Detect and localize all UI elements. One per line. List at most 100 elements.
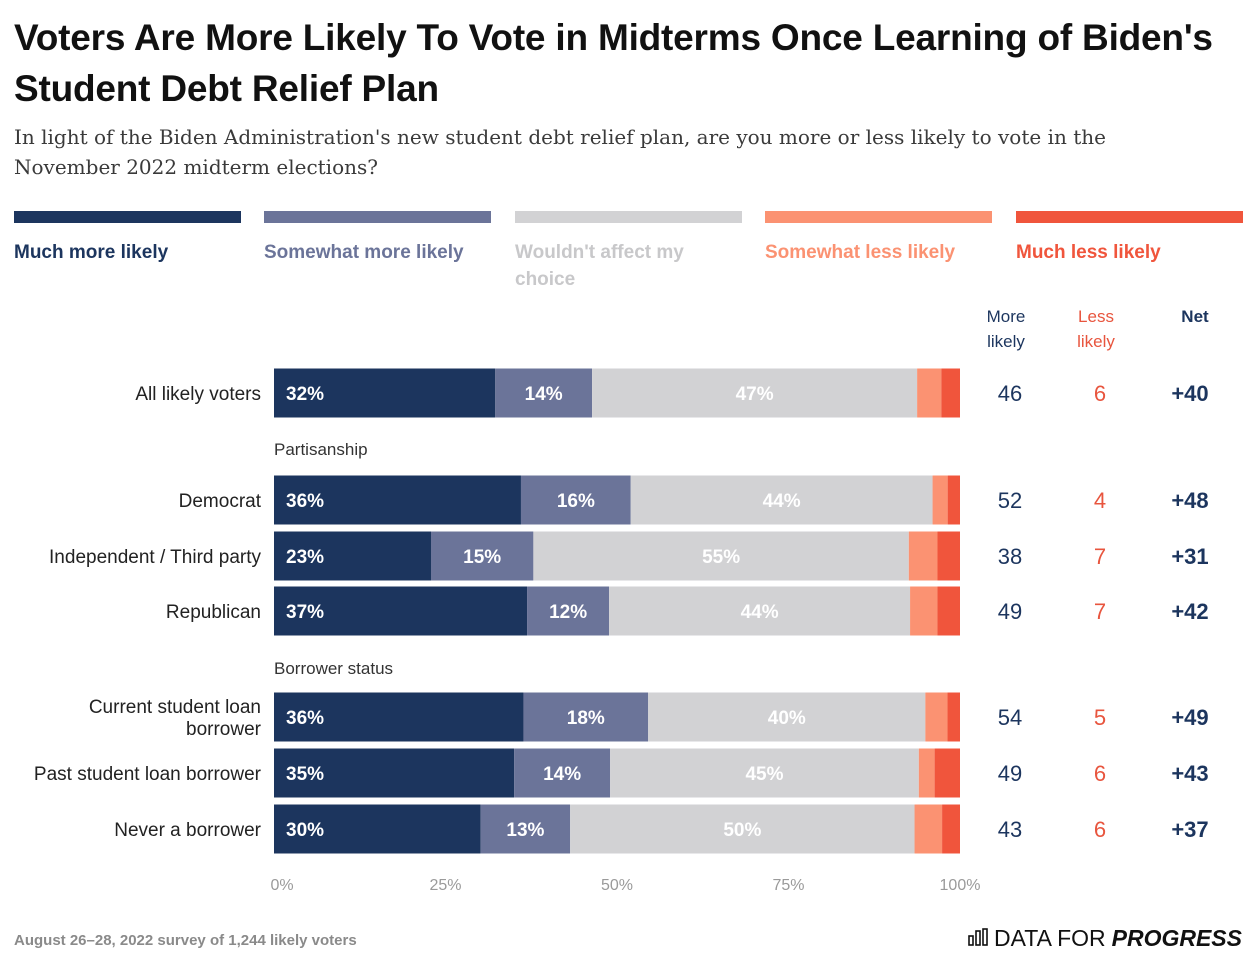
bar-segment (917, 368, 942, 418)
bar-data-label: 45% (745, 764, 783, 785)
bar-segment (947, 692, 960, 742)
bar-data-label: 18% (567, 708, 605, 729)
bar-data-label: 40% (768, 708, 806, 729)
bar-data-label: 35% (286, 764, 324, 785)
bar-data-label: 13% (506, 820, 544, 841)
less-likely-value: 6 (1094, 761, 1106, 786)
bar-data-label: 16% (557, 491, 595, 512)
bar-data-label: 47% (736, 384, 774, 405)
x-tick-label: 25% (429, 877, 461, 894)
bar-segment (274, 475, 521, 525)
legend-label: Wouldn't affect my choice (515, 242, 684, 290)
legend-item-much-less: Much less likely (1016, 211, 1243, 266)
bar-segment (937, 531, 960, 581)
brand-prefix: DATA FOR (994, 925, 1106, 951)
more-likely-value: 52 (998, 488, 1022, 513)
bar-segment (934, 748, 960, 798)
legend-item-much-more: Much more likely (14, 211, 241, 266)
bar-segment (533, 531, 909, 581)
legend-swatch (765, 211, 992, 223)
bar-data-label: 44% (741, 602, 779, 623)
less-likely-value: 7 (1094, 544, 1106, 569)
more-likely-value: 54 (998, 705, 1022, 730)
bar-data-label: 12% (549, 602, 587, 623)
bar-segment (274, 804, 481, 854)
legend-swatch (1016, 211, 1243, 223)
row-label: Never a borrower (114, 820, 261, 841)
bar-segment (932, 475, 948, 525)
group-label: Borrower status (274, 659, 393, 678)
net-value: +42 (1171, 599, 1208, 624)
survey-note: August 26–28, 2022 survey of 1,244 likel… (14, 932, 357, 949)
bar-data-label: 14% (543, 764, 581, 785)
bar-segment (630, 475, 933, 525)
bar-segment (274, 531, 431, 581)
bar-segment (274, 586, 528, 636)
bar-data-label: 36% (286, 491, 324, 512)
row-label: Independent / Third party (49, 547, 261, 568)
less-likely-value: 5 (1094, 705, 1106, 730)
bar-segment (520, 475, 631, 525)
bar-segment (947, 475, 960, 525)
bar-segment (937, 586, 960, 636)
legend-label: Much more likely (14, 242, 169, 263)
legend-item-somewhat-more: Somewhat more likely (264, 211, 491, 266)
bar-segment (495, 368, 593, 418)
brand-logo: DATA FOR PROGRESS (968, 925, 1242, 952)
legend: Much more likely Somewhat more likely Wo… (0, 211, 1254, 291)
group-label: Partisanship (274, 440, 368, 459)
bar-segment (609, 586, 911, 636)
x-tick-label: 0% (270, 877, 293, 894)
bar-data-label: 55% (702, 547, 740, 568)
header-net: Net (1181, 307, 1209, 326)
bar-segment (430, 531, 534, 581)
legend-item-neutral: Wouldn't affect my choice (515, 211, 742, 293)
header-less-likely: Less likely (1077, 307, 1115, 351)
bar-segment (918, 748, 935, 798)
row-label: Republican (166, 602, 261, 623)
bar-data-label: 23% (286, 547, 324, 568)
more-likely-value: 49 (998, 599, 1022, 624)
bar-data-label: 44% (763, 491, 801, 512)
more-likely-value: 49 (998, 761, 1022, 786)
net-value: +40 (1171, 381, 1208, 406)
less-likely-value: 6 (1094, 381, 1106, 406)
chart-subtitle: In light of the Biden Administration's n… (14, 125, 1106, 179)
bar-segment (910, 586, 938, 636)
net-value: +48 (1171, 488, 1208, 513)
bar-data-label: 30% (286, 820, 324, 841)
bar-data-label: 14% (525, 384, 563, 405)
bar-segment (570, 804, 915, 854)
bar-segment (523, 692, 649, 742)
bar-data-label: 37% (286, 602, 324, 623)
x-tick-label: 75% (772, 877, 804, 894)
bar-segment (941, 368, 960, 418)
bar-segment (925, 692, 948, 742)
chart-title: Voters Are More Likely To Vote in Midter… (14, 17, 1213, 109)
bar-segment (527, 586, 610, 636)
bar-segment (274, 748, 515, 798)
legend-swatch (14, 211, 241, 223)
brand-bold: PROGRESS (1111, 925, 1242, 951)
bar-data-label: 32% (286, 384, 324, 405)
more-likely-value: 43 (998, 817, 1022, 842)
bar-segment (914, 804, 943, 854)
legend-label: Somewhat more likely (264, 242, 464, 263)
legend-label: Somewhat less likely (765, 242, 956, 263)
legend-swatch (264, 211, 491, 223)
less-likely-value: 4 (1094, 488, 1106, 513)
row-label: Current student loan borrower (89, 697, 262, 740)
bar-segment (274, 368, 496, 418)
legend-swatch (515, 211, 742, 223)
net-value: +43 (1171, 761, 1208, 786)
row-label: All likely voters (135, 384, 261, 405)
legend-label: Much less likely (1016, 242, 1161, 263)
net-value: +49 (1171, 705, 1208, 730)
net-value: +31 (1171, 544, 1208, 569)
row-label: Democrat (179, 491, 262, 512)
bar-data-label: 36% (286, 708, 324, 729)
bar-chart-icon (968, 925, 988, 952)
less-likely-value: 7 (1094, 599, 1106, 624)
header-more-likely: More likely (987, 307, 1026, 351)
bar-segment (942, 804, 960, 854)
